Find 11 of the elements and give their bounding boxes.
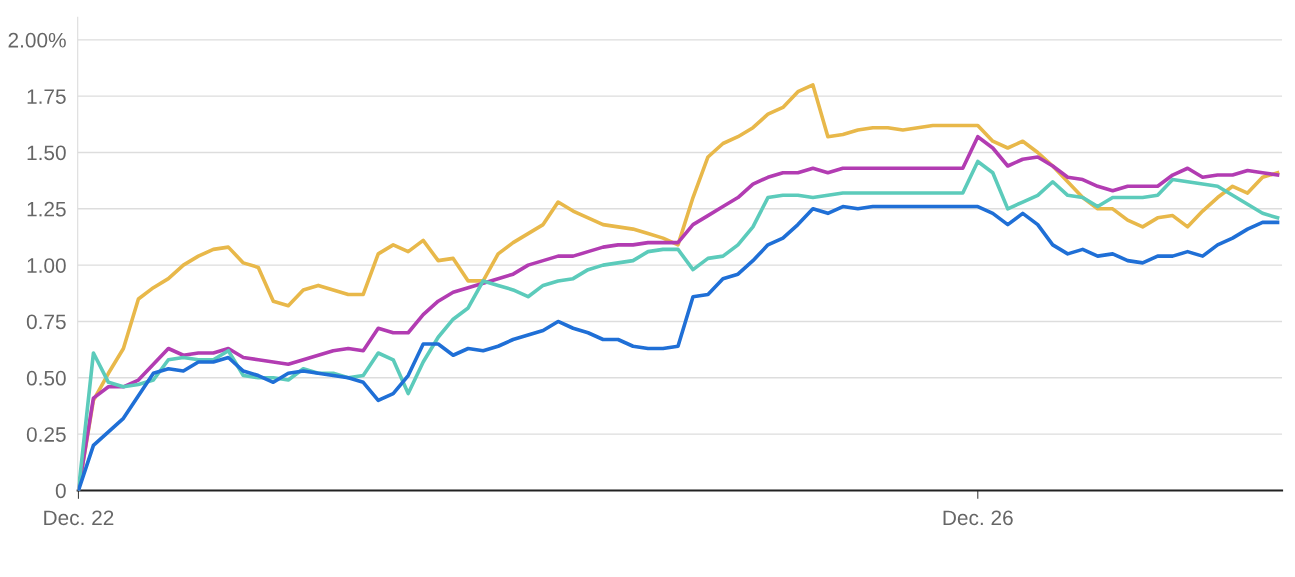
y-tick-label: 0.75 (26, 314, 66, 330)
y-tick-label: 1.75 (27, 89, 66, 104)
y-tick-label: 0.50 (26, 370, 66, 386)
y-tick-label: 1.25 (27, 201, 66, 217)
y-tick-label: 0.25 (26, 427, 66, 442)
y-tick-label: 2.00% (8, 32, 66, 48)
y-tick-label: 1.00 (27, 258, 66, 273)
x-tick-label: Dec. 26 (943, 510, 1013, 526)
x-tick-label: Dec. 22 (44, 510, 114, 526)
y-tick-label: 1.50 (27, 145, 66, 161)
y-tick-label: 0 (55, 483, 66, 499)
